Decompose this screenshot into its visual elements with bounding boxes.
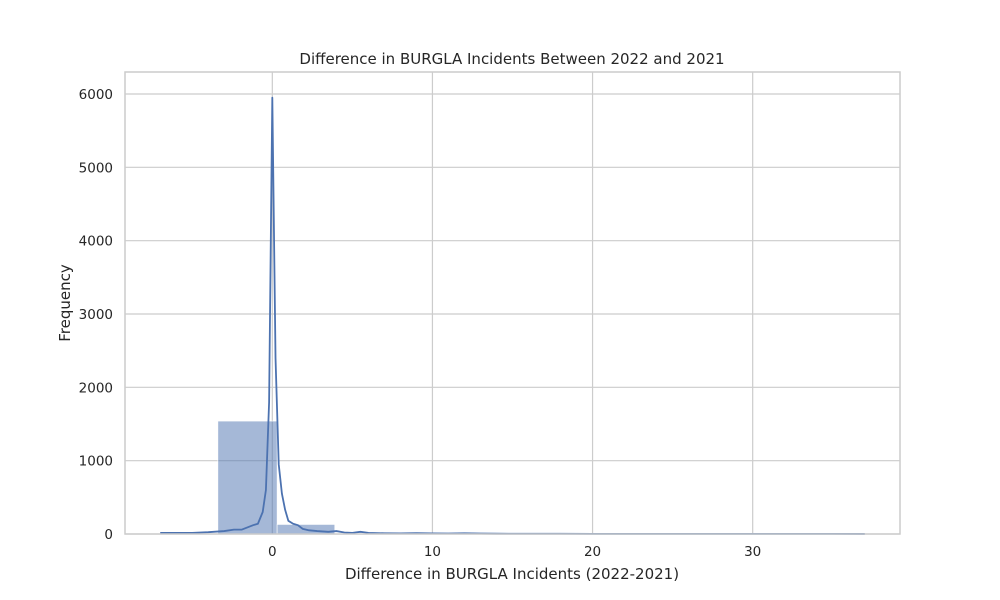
y-tick-label: 1000 — [79, 454, 113, 470]
y-tick-label: 5000 — [79, 160, 113, 176]
y-tick-labels: 0 1000 2000 3000 4000 5000 6000 — [79, 87, 113, 543]
x-tick-label: 0 — [268, 544, 277, 560]
y-axis-label: Frequency — [56, 264, 74, 342]
x-tick-label: 20 — [584, 544, 601, 560]
kde-curve — [160, 96, 865, 535]
plot-frame — [124, 71, 901, 535]
histogram-bars — [159, 420, 859, 535]
chart-title: Difference in BURGLA Incidents Between 2… — [299, 50, 724, 68]
y-tick-label: 3000 — [79, 307, 113, 323]
x-tick-labels: 0 10 20 30 — [268, 544, 761, 560]
x-axis-label: Difference in BURGLA Incidents (2022-202… — [345, 565, 679, 583]
y-tick-label: 6000 — [79, 87, 113, 103]
y-tick-label: 2000 — [79, 380, 113, 396]
y-tick-label: 0 — [104, 527, 113, 543]
y-tick-label: 4000 — [79, 234, 113, 250]
x-tick-label: 10 — [424, 544, 441, 560]
x-tick-label: 30 — [744, 544, 761, 560]
